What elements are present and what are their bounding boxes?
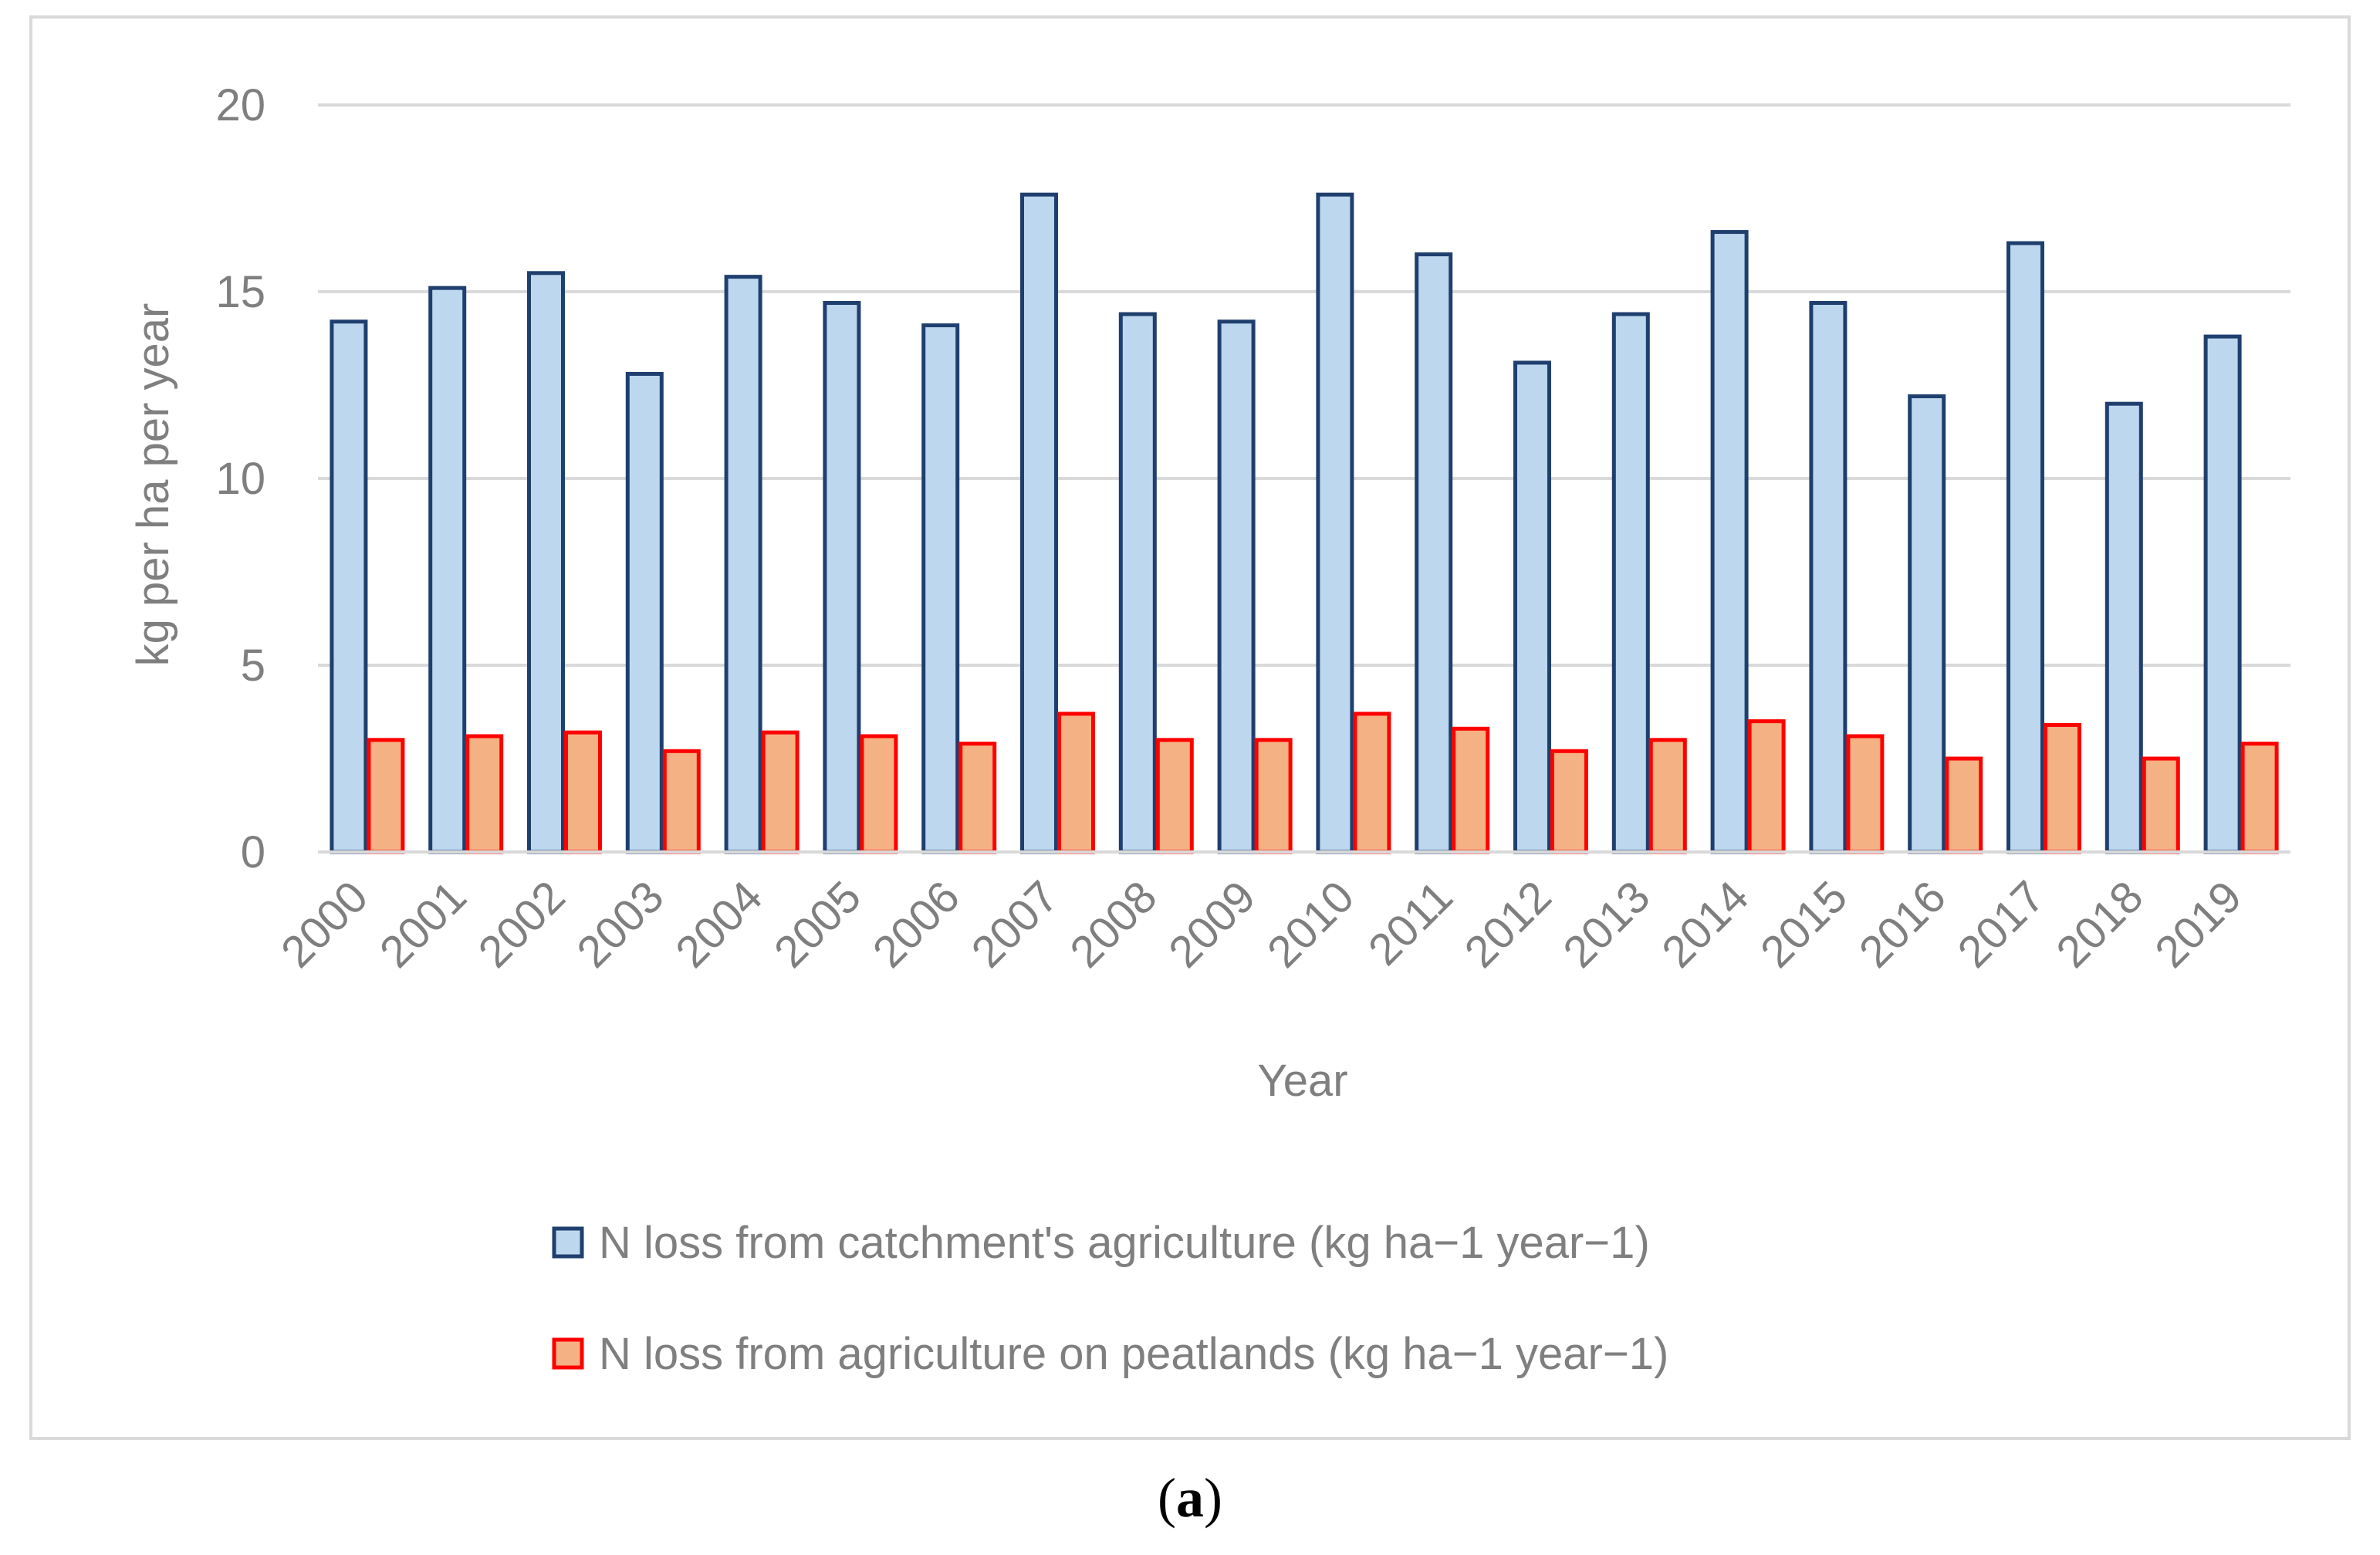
x-tick-label-2019: 2019 bbox=[2145, 871, 2251, 977]
x-tick-label-2008: 2008 bbox=[1060, 871, 1166, 977]
bar-catchment-2002 bbox=[527, 271, 565, 854]
y-tick-label-5: 5 bbox=[241, 641, 265, 691]
bar-peatlands-2002 bbox=[564, 730, 602, 854]
x-axis-title: Year bbox=[1257, 1056, 1347, 1106]
grid-layer bbox=[318, 103, 2290, 667]
x-tick-label-2009: 2009 bbox=[1159, 871, 1265, 977]
x-tick-label-2007: 2007 bbox=[962, 871, 1067, 977]
bar-catchment-2006 bbox=[921, 323, 960, 854]
figure-caption: (a) bbox=[0, 1466, 2380, 1530]
x-tick-label-2016: 2016 bbox=[1850, 871, 1956, 977]
y-tick-label-0: 0 bbox=[241, 827, 265, 877]
bar-catchment-2013 bbox=[1611, 312, 1650, 854]
bar-catchment-2018 bbox=[2104, 401, 2143, 854]
x-tick-label-2014: 2014 bbox=[1652, 871, 1758, 977]
x-tick-label-2000: 2000 bbox=[272, 871, 377, 977]
caption-open: ( bbox=[1158, 1467, 1176, 1529]
x-tick-label-2005: 2005 bbox=[765, 871, 871, 977]
x-tick-label-2004: 2004 bbox=[666, 871, 772, 977]
x-tick-label-2017: 2017 bbox=[1948, 871, 2054, 977]
bar-peatlands-2017 bbox=[2044, 722, 2081, 854]
x-tick-label-2006: 2006 bbox=[864, 871, 969, 977]
chart-frame bbox=[29, 15, 2351, 1440]
x-tick-label-2010: 2010 bbox=[1258, 871, 1364, 977]
legend-swatch-catchment bbox=[552, 1226, 584, 1259]
bar-catchment-2000 bbox=[330, 319, 368, 854]
bar-catchment-2007 bbox=[1020, 192, 1058, 854]
bar-catchment-2012 bbox=[1513, 360, 1551, 854]
bar-catchment-2004 bbox=[724, 275, 762, 854]
y-tick-label-20: 20 bbox=[215, 80, 265, 130]
bar-catchment-2010 bbox=[1316, 192, 1354, 854]
bar-peatlands-2015 bbox=[1846, 734, 1885, 854]
bar-peatlands-2005 bbox=[860, 734, 898, 854]
x-tick-label-2012: 2012 bbox=[1455, 871, 1560, 977]
bar-catchment-2005 bbox=[823, 301, 861, 854]
bar-peatlands-2011 bbox=[1452, 726, 1490, 854]
bar-peatlands-2019 bbox=[2240, 742, 2279, 854]
bar-peatlands-2008 bbox=[1155, 738, 1194, 854]
bar-peatlands-2006 bbox=[958, 742, 997, 854]
y-axis-title: kg per ha per year bbox=[128, 303, 178, 667]
bar-peatlands-2000 bbox=[367, 738, 405, 854]
x-tick-label-2015: 2015 bbox=[1751, 871, 1857, 977]
y-tick-label-10: 10 bbox=[215, 454, 265, 504]
bar-catchment-2015 bbox=[1809, 301, 1848, 854]
bar-catchment-2014 bbox=[1710, 230, 1749, 854]
bar-layer bbox=[330, 192, 2279, 854]
x-tick-label-2013: 2013 bbox=[1553, 871, 1659, 977]
bar-catchment-2011 bbox=[1415, 252, 1453, 854]
bar-peatlands-2007 bbox=[1057, 712, 1095, 854]
bar-catchment-2008 bbox=[1118, 312, 1157, 854]
legend-label-peatlands: N loss from agriculture on peatlands (kg… bbox=[599, 1329, 1668, 1379]
bar-catchment-2017 bbox=[2006, 241, 2044, 854]
x-tick-label-2001: 2001 bbox=[370, 871, 476, 977]
caption-close: ) bbox=[1204, 1467, 1222, 1529]
x-tick-label-2002: 2002 bbox=[468, 871, 574, 977]
bar-peatlands-2003 bbox=[662, 749, 701, 854]
legend: N loss from catchment's agriculture (kg … bbox=[552, 1218, 1668, 1379]
bar-peatlands-2010 bbox=[1353, 712, 1391, 854]
x-tick-label-2011: 2011 bbox=[1359, 871, 1462, 975]
bar-catchment-2019 bbox=[2203, 334, 2242, 854]
bar-peatlands-2012 bbox=[1550, 749, 1588, 854]
caption-letter: a bbox=[1176, 1467, 1204, 1529]
bar-catchment-2001 bbox=[428, 286, 467, 854]
bar-peatlands-2018 bbox=[2142, 756, 2180, 854]
bar-catchment-2003 bbox=[625, 371, 664, 854]
bar-peatlands-2016 bbox=[1945, 756, 1983, 854]
y-tick-label-15: 15 bbox=[215, 267, 265, 317]
chart-svg: 0 5 10 15 20 20002001200220032004200520062007… bbox=[128, 80, 2290, 1379]
x-tick-label-2018: 2018 bbox=[2047, 871, 2152, 977]
bar-peatlands-2013 bbox=[1648, 738, 1687, 854]
bar-catchment-2016 bbox=[1908, 394, 1946, 854]
x-tick-label-2003: 2003 bbox=[567, 871, 673, 977]
legend-label-catchment: N loss from catchment's agriculture (kg … bbox=[599, 1218, 1650, 1268]
bar-peatlands-2009 bbox=[1254, 738, 1293, 854]
legend-swatch-peatlands bbox=[552, 1337, 584, 1370]
bar-peatlands-2014 bbox=[1747, 719, 1786, 854]
bar-peatlands-2004 bbox=[761, 730, 800, 854]
bar-catchment-2009 bbox=[1217, 319, 1256, 854]
bar-peatlands-2001 bbox=[465, 734, 504, 854]
